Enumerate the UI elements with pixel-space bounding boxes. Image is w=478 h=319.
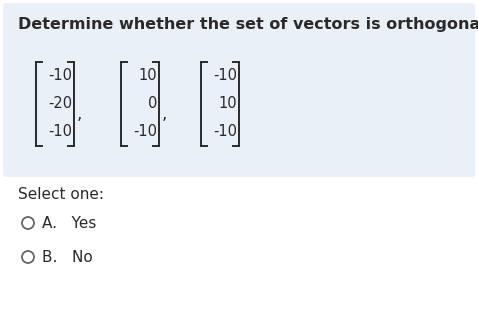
- Text: -20: -20: [48, 97, 72, 112]
- Text: -10: -10: [213, 69, 237, 84]
- Text: B.   No: B. No: [42, 249, 93, 264]
- Text: ,: ,: [77, 105, 82, 123]
- FancyBboxPatch shape: [3, 3, 475, 177]
- Text: 0: 0: [148, 97, 157, 112]
- Text: 10: 10: [218, 97, 237, 112]
- Text: -10: -10: [48, 69, 72, 84]
- Text: 10: 10: [138, 69, 157, 84]
- Text: A.   Yes: A. Yes: [42, 216, 97, 231]
- Text: ,: ,: [162, 105, 167, 123]
- Text: Determine whether the set of vectors is orthogonal.: Determine whether the set of vectors is …: [18, 17, 478, 32]
- Text: -10: -10: [48, 124, 72, 139]
- Text: -10: -10: [133, 124, 157, 139]
- Text: -10: -10: [213, 124, 237, 139]
- Text: Select one:: Select one:: [18, 187, 104, 202]
